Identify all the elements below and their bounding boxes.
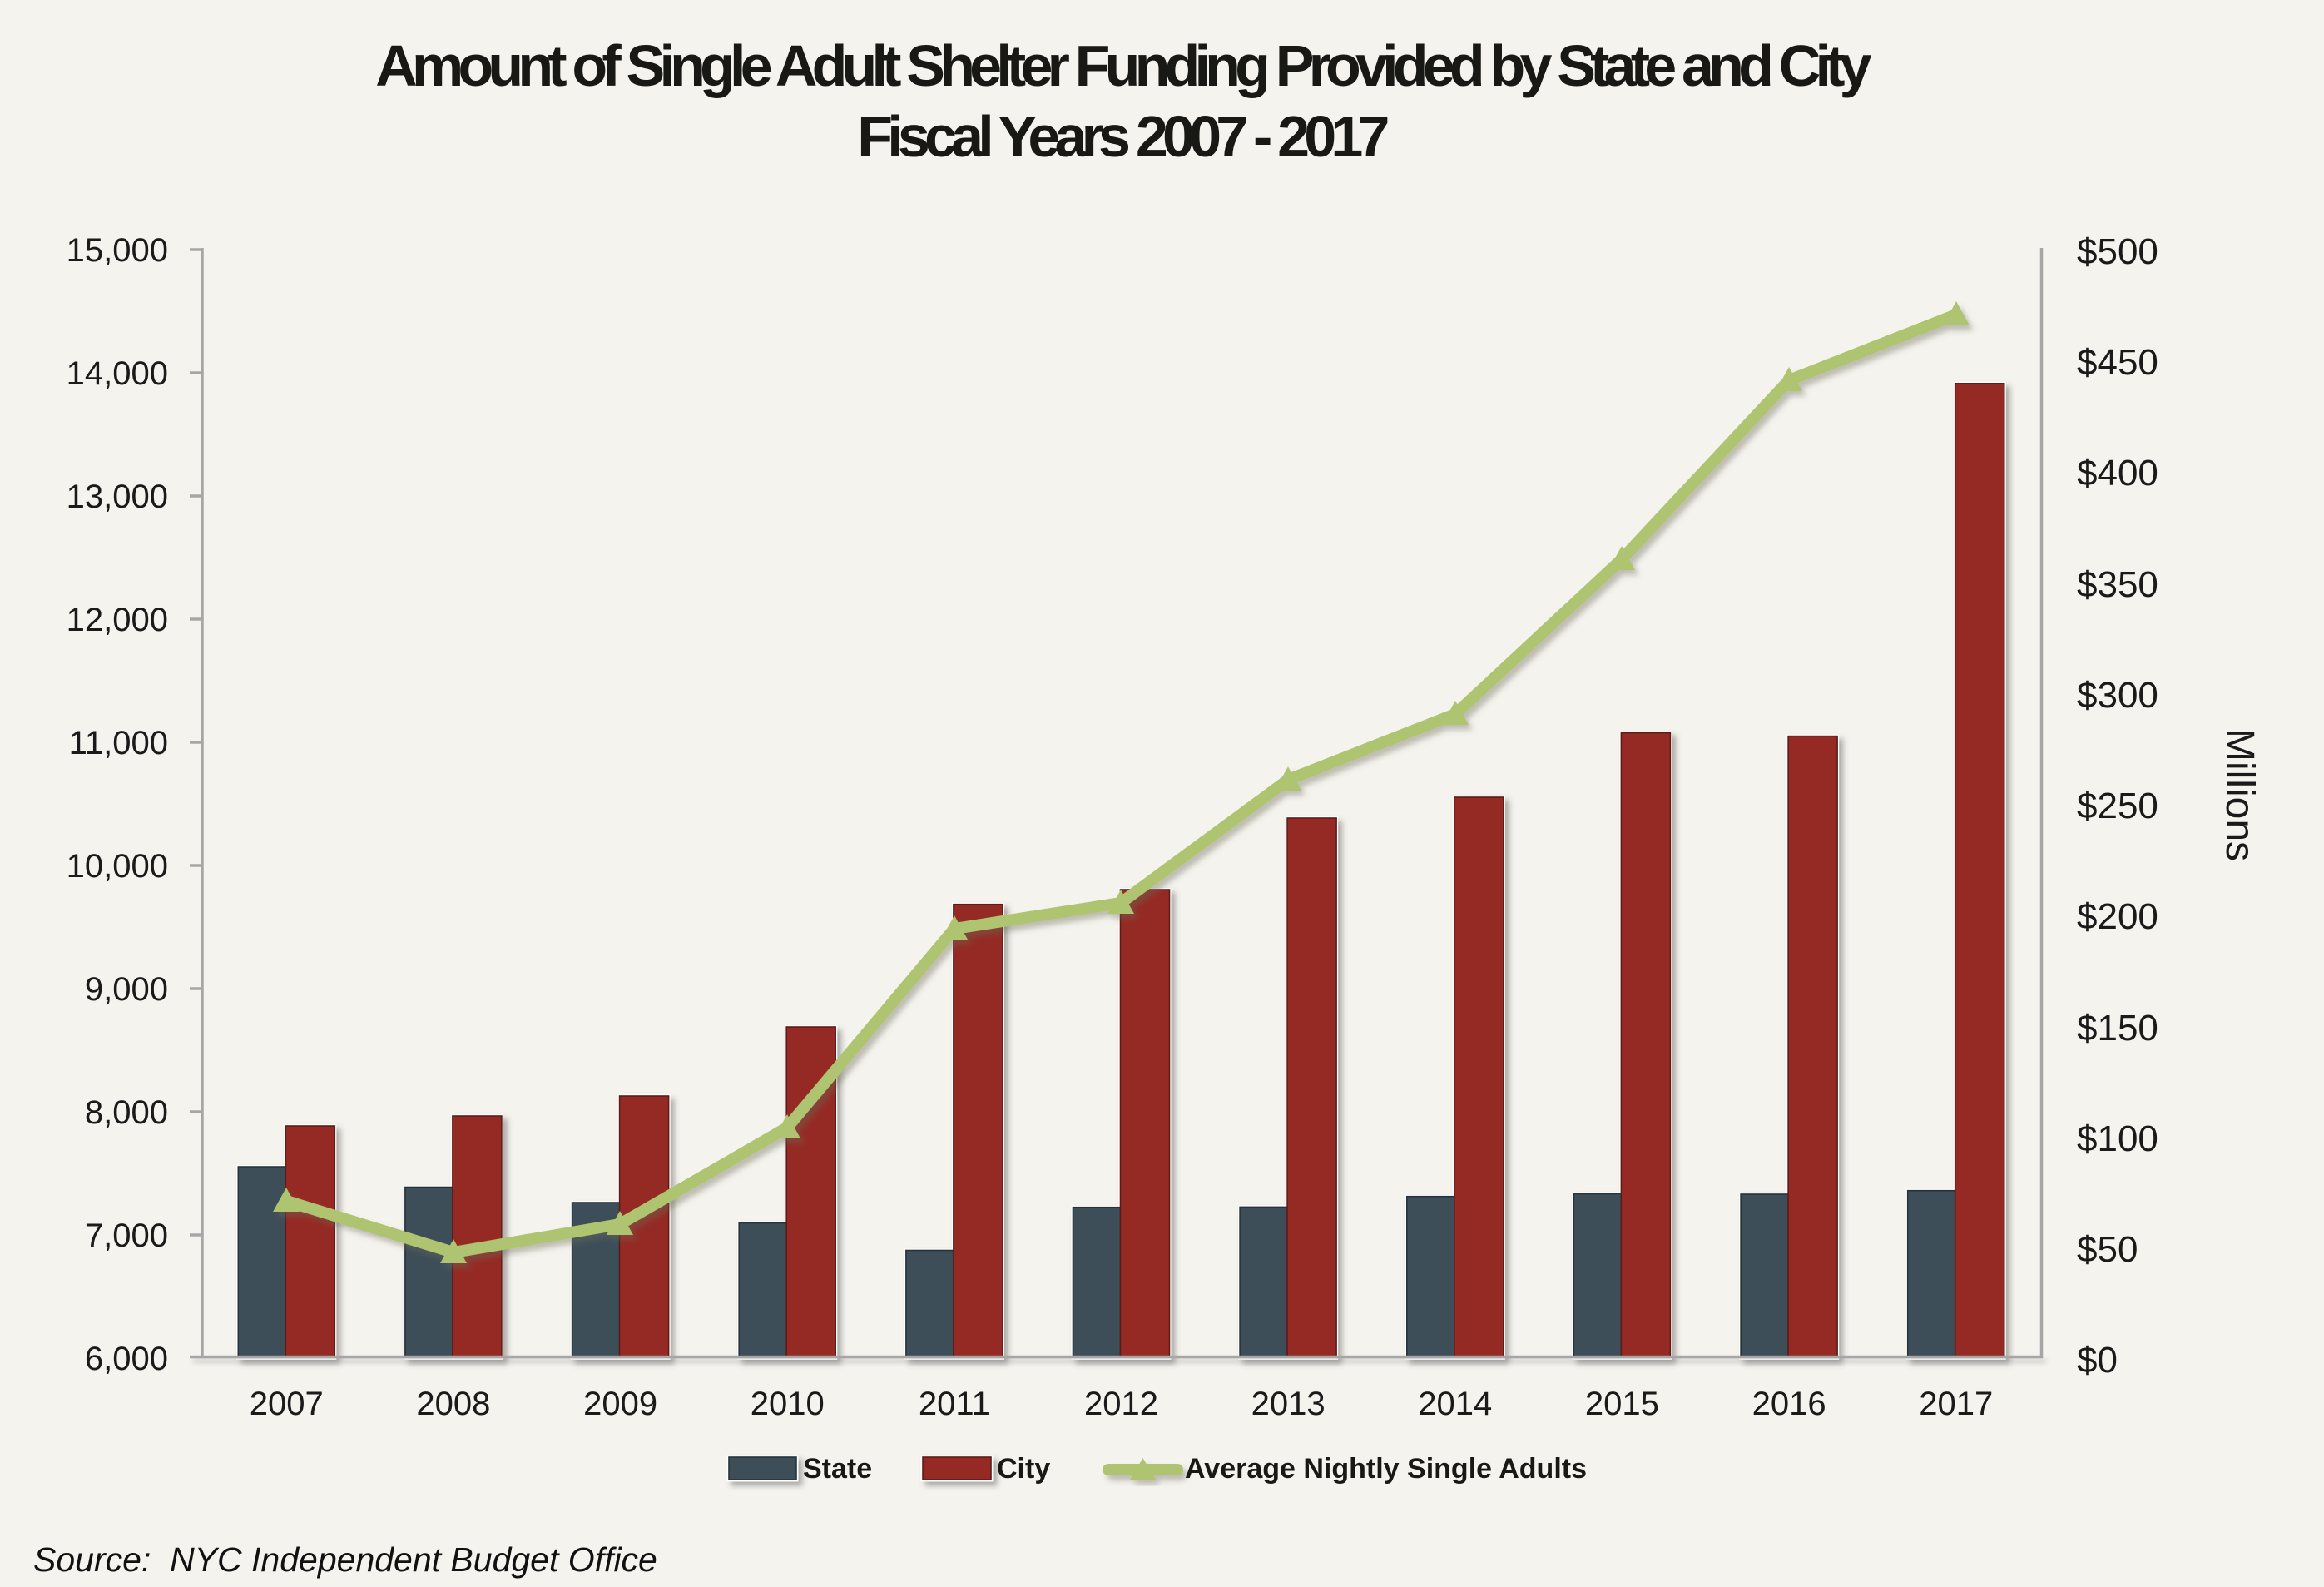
svg-text:Millions: Millions bbox=[2217, 728, 2262, 861]
svg-text:$100: $100 bbox=[2077, 1118, 2158, 1159]
svg-text:$200: $200 bbox=[2077, 896, 2158, 937]
svg-text:2012: 2012 bbox=[1084, 1386, 1158, 1422]
svg-text:$400: $400 bbox=[2077, 453, 2158, 493]
svg-text:10,000: 10,000 bbox=[67, 848, 168, 885]
svg-text:2010: 2010 bbox=[751, 1386, 825, 1422]
svg-text:Fiscal Years 2007 - 2017: Fiscal Years 2007 - 2017 bbox=[857, 104, 1387, 169]
svg-text:13,000: 13,000 bbox=[67, 479, 168, 515]
svg-text:$150: $150 bbox=[2077, 1008, 2158, 1049]
svg-text:Average Nightly Single Adults: Average Nightly Single Adults bbox=[1185, 1453, 1587, 1485]
svg-text:$300: $300 bbox=[2077, 675, 2158, 716]
svg-text:6,000: 6,000 bbox=[85, 1341, 168, 1377]
svg-text:Amount of Single Adult Shelter: Amount of Single Adult Shelter Funding P… bbox=[375, 33, 1871, 98]
svg-text:2009: 2009 bbox=[583, 1386, 657, 1422]
svg-text:2015: 2015 bbox=[1585, 1386, 1659, 1422]
svg-text:8,000: 8,000 bbox=[85, 1094, 168, 1131]
svg-text:$450: $450 bbox=[2077, 342, 2158, 383]
svg-text:2013: 2013 bbox=[1251, 1386, 1326, 1422]
svg-text:15,000: 15,000 bbox=[67, 232, 168, 269]
svg-text:2017: 2017 bbox=[1919, 1386, 1993, 1422]
svg-text:14,000: 14,000 bbox=[67, 355, 168, 392]
svg-text:2007: 2007 bbox=[250, 1386, 324, 1422]
svg-text:State: State bbox=[803, 1453, 872, 1485]
svg-text:2008: 2008 bbox=[416, 1386, 490, 1422]
svg-text:9,000: 9,000 bbox=[85, 971, 168, 1008]
svg-text:$0: $0 bbox=[2077, 1340, 2118, 1381]
svg-text:2011: 2011 bbox=[919, 1386, 990, 1422]
svg-text:$250: $250 bbox=[2077, 786, 2158, 826]
svg-text:$50: $50 bbox=[2077, 1229, 2138, 1270]
svg-text:2016: 2016 bbox=[1752, 1386, 1826, 1422]
svg-text:11,000: 11,000 bbox=[69, 725, 168, 761]
svg-text:$350: $350 bbox=[2077, 564, 2158, 605]
svg-text:2014: 2014 bbox=[1418, 1386, 1492, 1422]
svg-text:12,000: 12,000 bbox=[67, 602, 168, 638]
svg-text:City: City bbox=[997, 1453, 1050, 1485]
svg-text:Source: NYC Independent Budge: Source: NYC Independent Budget Office bbox=[33, 1540, 657, 1579]
svg-text:$500: $500 bbox=[2077, 231, 2158, 272]
svg-text:7,000: 7,000 bbox=[85, 1218, 168, 1254]
